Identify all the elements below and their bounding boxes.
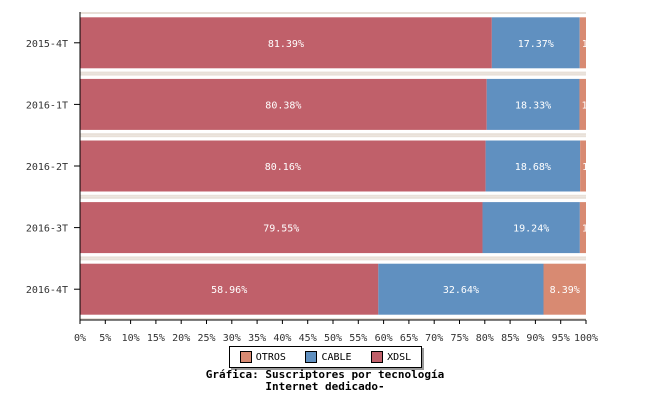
band-stripe	[80, 196, 586, 199]
bar-cable-2016-2T	[485, 140, 581, 192]
legend-label-cable: CABLE	[321, 351, 352, 363]
band-stripe	[80, 71, 586, 74]
bar-otros-2016-1T	[579, 78, 586, 130]
bar-otros-2015-4T	[579, 17, 586, 69]
data-label-cable-2016-4T: 32.64%	[443, 285, 479, 296]
chart-caption-line1: Gráfica: Suscriptores por tecnología	[205, 368, 445, 381]
x-tick-label-0%: 0%	[74, 333, 86, 344]
data-label-otros-2016-1T: 1.2	[581, 100, 599, 111]
data-label-cable-2016-3T: 19.24%	[513, 224, 549, 235]
y-tick-label-2016-1T: 2016-1T	[26, 100, 68, 111]
x-tick-label-50%: 50%	[324, 333, 342, 344]
y-tick-label-2015-4T: 2015-4T	[26, 39, 68, 50]
data-label-cable-2015-4T: 17.37%	[518, 39, 554, 50]
x-tick-label-40%: 40%	[273, 333, 291, 344]
bar-xdsl-2016-3T	[80, 202, 483, 254]
x-tick-label-80%: 80%	[476, 333, 494, 344]
band-stripe	[80, 12, 586, 14]
x-tick-label-65%: 65%	[400, 333, 418, 344]
legend: OTROS CABLE XDSL	[229, 346, 422, 368]
data-label-xdsl-2015-4T: 81.39%	[268, 39, 304, 50]
data-label-xdsl-2016-3T: 79.55%	[263, 224, 299, 235]
band-stripe	[80, 256, 586, 259]
x-tick-label-15%: 15%	[147, 333, 165, 344]
x-tick-label-35%: 35%	[248, 333, 266, 344]
x-tick-label-85%: 85%	[501, 333, 519, 344]
data-label-xdsl-2016-4T: 58.96%	[211, 285, 247, 296]
legend-item-otros: OTROS	[239, 351, 286, 363]
bar-xdsl-2015-4T	[80, 17, 492, 69]
band-stripe	[80, 73, 586, 76]
data-label-cable-2016-1T: 18.33%	[515, 100, 551, 111]
legend-swatch-otros	[239, 351, 252, 363]
bar-cable-2016-1T	[486, 78, 580, 130]
data-label-otros-2016-4T: 8.39%	[550, 285, 580, 296]
x-tick-label-55%: 55%	[349, 333, 367, 344]
legend-label-otros: OTROS	[255, 351, 286, 363]
bar-xdsl-2016-1T	[80, 78, 487, 130]
band-stripe	[80, 133, 586, 136]
bar-cable-2016-4T	[378, 263, 544, 315]
band-stripe	[80, 135, 586, 138]
data-label-otros-2016-3T: 1.2	[582, 224, 600, 235]
legend-item-cable: CABLE	[305, 351, 352, 363]
bar-otros-2016-3T	[579, 202, 586, 254]
data-label-xdsl-2016-1T: 80.38%	[265, 100, 301, 111]
bar-xdsl-2016-2T	[80, 140, 486, 192]
x-tick-label-30%: 30%	[223, 333, 241, 344]
stacked-bar-chart: 81.39% 17.37% 1.2 2015-4T 80.38% 18.33% 1.2 201…	[25, 12, 600, 344]
x-tick-label-70%: 70%	[425, 333, 443, 344]
x-tick-label-60%: 60%	[375, 333, 393, 344]
y-tick-label-2016-3T: 2016-3T	[26, 224, 68, 235]
band-stripe	[80, 258, 586, 261]
y-tick-label-2016-4T: 2016-4T	[26, 285, 68, 296]
x-tick-label-25%: 25%	[197, 333, 215, 344]
x-tick-label-100%: 100%	[574, 333, 598, 344]
x-tick-label-5%: 5%	[99, 333, 111, 344]
x-tick-label-75%: 75%	[450, 333, 468, 344]
legend-label-xdsl: XDSL	[387, 351, 412, 363]
band-stripe	[80, 318, 586, 320]
legend-swatch-cable	[305, 351, 318, 363]
bar-xdsl-2016-4T	[80, 263, 379, 315]
y-tick-label-2016-2T: 2016-2T	[26, 162, 68, 173]
x-tick-label-90%: 90%	[526, 333, 544, 344]
bar-otros-2016-2T	[580, 140, 586, 192]
bar-cable-2016-3T	[482, 202, 580, 254]
data-label-xdsl-2016-2T: 80.16%	[265, 162, 301, 173]
x-tick-label-10%: 10%	[122, 333, 140, 344]
bar-otros-2016-4T	[543, 263, 586, 315]
data-label-otros-2015-4T: 1.2	[582, 39, 600, 50]
chart-caption-line2: Internet dedicado-	[265, 380, 385, 393]
data-label-otros-2016-2T: 1.1	[582, 162, 600, 173]
x-tick-label-95%: 95%	[552, 333, 570, 344]
band-stripe	[80, 194, 586, 197]
bar-cable-2015-4T	[491, 17, 580, 69]
legend-swatch-xdsl	[371, 351, 384, 363]
legend-item-xdsl: XDSL	[371, 351, 411, 363]
x-tick-label-45%: 45%	[299, 333, 317, 344]
data-label-cable-2016-2T: 18.68%	[515, 162, 551, 173]
x-tick-label-20%: 20%	[172, 333, 190, 344]
